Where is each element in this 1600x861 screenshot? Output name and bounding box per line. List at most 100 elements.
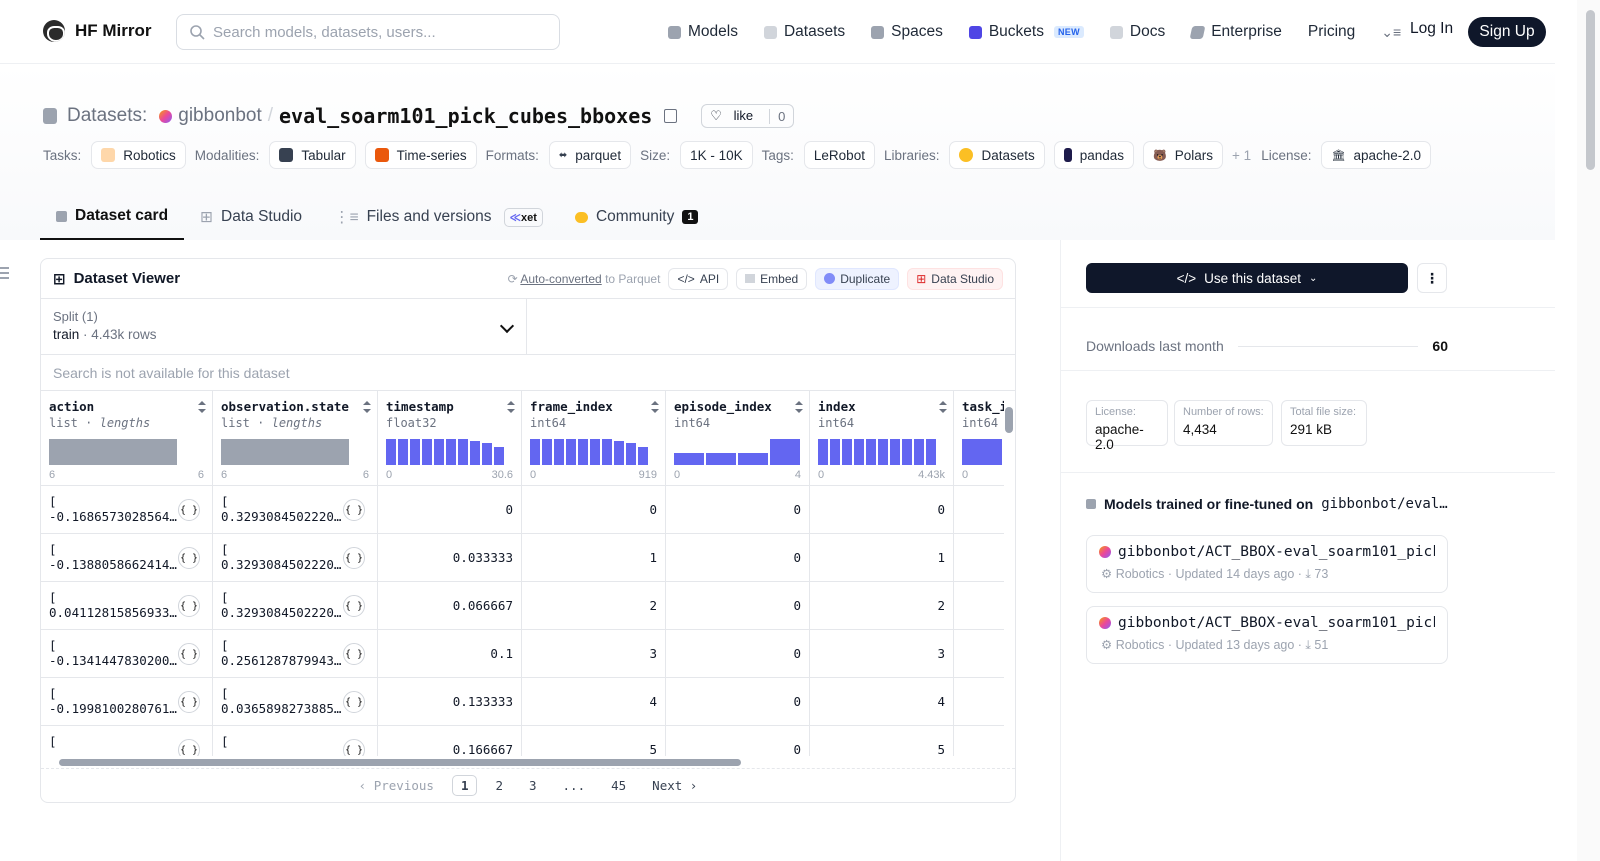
chip-license[interactable]: 🏛 apache-2.0 (1321, 141, 1432, 169)
cell-observation-state: [0.3293084502220…{ } (213, 486, 378, 534)
model-card[interactable]: gibbonbot/ACT_BBOX-eval_soarm101_pick… ⚙… (1086, 606, 1448, 664)
more-libraries[interactable]: + 1 (1232, 147, 1252, 163)
page-scroll-thumb[interactable] (1586, 10, 1595, 170)
chip-tabular[interactable]: Tabular (269, 141, 356, 169)
embed-button[interactable]: Embed (736, 267, 808, 290)
expand-icon[interactable]: { } (343, 739, 365, 756)
expand-icon[interactable]: { } (178, 499, 200, 521)
cell-value: 0 (793, 694, 801, 709)
signup-button[interactable]: Sign Up (1468, 17, 1546, 47)
tab-community[interactable]: Community 1 (559, 194, 715, 240)
like-button[interactable]: ♡ like 0 (701, 104, 795, 128)
cell-action: [{ } (41, 726, 213, 756)
chip-robotics[interactable]: Robotics (91, 141, 186, 169)
auto-converted-link[interactable]: Auto-converted (520, 271, 602, 286)
dataset-name[interactable]: eval_soarm101_pick_cubes_bboxes (279, 104, 653, 128)
cell-value: 0.0365898273885… (221, 701, 342, 716)
data-studio-button[interactable]: ⊞ Data Studio (907, 267, 1003, 290)
login-link[interactable]: Log In (1410, 20, 1454, 37)
chip-datasets-lib[interactable]: Datasets (949, 141, 1045, 169)
scroll-thumb[interactable] (59, 759, 741, 766)
tab-files[interactable]: ⋮≡ Files and versions ≪xet (318, 194, 559, 240)
nav-datasets[interactable]: Datasets (763, 18, 845, 46)
toc-icon[interactable] (0, 267, 9, 279)
histogram-bar (830, 439, 840, 465)
tab-dataset-card[interactable]: Dataset card (40, 194, 185, 240)
api-button[interactable]: </> API (668, 267, 729, 290)
sort-icon[interactable] (363, 401, 371, 413)
next-button[interactable]: Next › (652, 778, 698, 793)
nav-docs[interactable]: Docs (1109, 18, 1165, 46)
histogram-bar (902, 439, 912, 465)
chip-timeseries[interactable]: Time-series (364, 141, 477, 169)
sort-icon[interactable] (651, 401, 659, 413)
sort-icon[interactable] (795, 401, 803, 413)
chip-parquet[interactable]: ⬌ parquet (548, 141, 632, 169)
more-menu-icon[interactable]: ⌄≡ (1381, 23, 1402, 40)
timeseries-icon (374, 148, 389, 162)
models-heading-text: Models trained or fine-tuned on (1104, 496, 1314, 512)
more-options-button[interactable]: ⋮ (1417, 263, 1447, 293)
column-header-task-index[interactable]: task_i int64 0 (954, 391, 1004, 486)
range-max: 4.43k (918, 469, 945, 481)
page-3[interactable]: 3 (529, 778, 537, 793)
expand-icon[interactable]: { } (178, 691, 200, 713)
nav-spaces[interactable]: Spaces (871, 18, 943, 46)
chip-size[interactable]: 1K - 10K (680, 141, 753, 169)
horizontal-scrollbar[interactable] (47, 757, 995, 767)
expand-icon[interactable]: { } (343, 595, 365, 617)
chip-pandas[interactable]: pandas (1053, 141, 1135, 169)
page-2[interactable]: 2 (495, 778, 503, 793)
nav-enterprise[interactable]: Enterprise (1189, 18, 1282, 46)
nav-buckets[interactable]: Buckets NEW (968, 18, 1084, 46)
page-scrollbar[interactable] (1577, 0, 1600, 861)
nav-pricing[interactable]: Pricing (1308, 18, 1355, 46)
org-link[interactable]: gibbonbot (178, 105, 262, 126)
tab-data-studio[interactable]: ⊞ Data Studio (184, 194, 318, 240)
column-type: list · lengths (49, 416, 151, 430)
logo[interactable]: HF Mirror (43, 20, 152, 42)
model-avatar (1099, 617, 1111, 629)
copy-icon[interactable] (664, 109, 678, 123)
expand-icon[interactable]: { } (178, 643, 200, 665)
chip-polars[interactable]: 🐻 Polars (1143, 141, 1224, 169)
model-card[interactable]: gibbonbot/ACT_BBOX-eval_soarm101_pick… ⚙… (1086, 535, 1448, 593)
histogram-bar (818, 439, 828, 465)
expand-icon[interactable]: { } (178, 739, 200, 756)
sort-icon[interactable] (198, 401, 206, 413)
chip-lerobot[interactable]: LeRobot (803, 141, 875, 169)
expand-icon[interactable]: { } (343, 499, 365, 521)
column-header-timestamp[interactable]: timestamp float32 0 30.6 (378, 391, 522, 486)
expand-icon[interactable]: { } (343, 547, 365, 569)
histogram-bar (866, 439, 876, 465)
cell-episode-index: 0 (666, 534, 810, 582)
use-dataset-button[interactable]: </> Use this dataset ⌄ (1086, 263, 1408, 293)
expand-icon[interactable]: { } (178, 595, 200, 617)
sort-icon[interactable] (939, 401, 947, 413)
split-select[interactable]: Split (1) train · 4.43k rows (41, 299, 527, 354)
nav-models[interactable]: Models (668, 18, 738, 46)
vertical-scrollbar[interactable] (1004, 391, 1015, 756)
previous-button[interactable]: ‹ Previous (358, 778, 434, 793)
search-input[interactable]: Search models, datasets, users... (176, 14, 560, 50)
duplicate-button[interactable]: Duplicate (815, 267, 900, 290)
histogram-bar (542, 439, 552, 465)
expand-icon[interactable]: { } (343, 691, 365, 713)
column-header-index[interactable]: index int64 0 4.43k (810, 391, 954, 486)
nav-buckets-label: Buckets (988, 23, 1044, 40)
expand-icon[interactable]: { } (178, 547, 200, 569)
expand-icon[interactable]: { } (343, 643, 365, 665)
model-name-text: gibbonbot/ACT_BBOX-eval_soarm101_pick… (1118, 544, 1435, 560)
page-45[interactable]: 45 (611, 778, 627, 793)
embed-label: Embed (760, 271, 799, 286)
scroll-thumb[interactable] (1005, 407, 1013, 433)
cell-bracket: [ (221, 542, 229, 557)
page-1[interactable]: 1 (451, 775, 478, 796)
range-min: 0 (818, 469, 825, 481)
column-header-frame-index[interactable]: frame_index int64 0 919 (522, 391, 666, 486)
sort-icon[interactable] (507, 401, 515, 413)
histogram-bar (602, 439, 612, 465)
